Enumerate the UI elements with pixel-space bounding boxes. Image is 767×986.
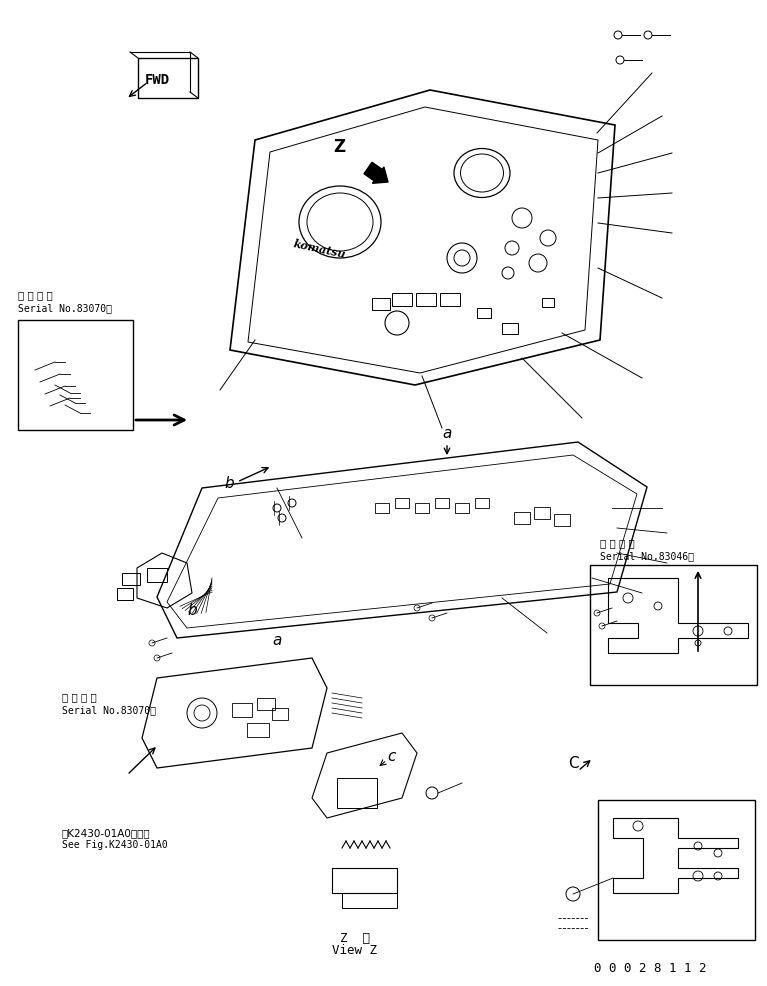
Bar (395, 498, 409, 508)
Bar (18, 320, 133, 430)
Bar (415, 503, 429, 513)
Text: c: c (387, 749, 395, 764)
Text: C: C (568, 756, 578, 771)
Bar (372, 298, 390, 310)
Text: b: b (187, 603, 196, 618)
Bar (232, 703, 252, 717)
Bar (375, 503, 389, 513)
Text: 適 用 号 機: 適 用 号 機 (62, 692, 97, 702)
FancyArrow shape (364, 163, 388, 183)
Bar (147, 568, 167, 582)
Bar (117, 588, 133, 600)
Text: Serial No.83070～: Serial No.83070～ (62, 705, 156, 715)
Text: a: a (272, 633, 281, 648)
Bar (554, 514, 570, 526)
Bar (122, 573, 140, 585)
Text: 適 用 号 機: 適 用 号 機 (600, 538, 635, 548)
Bar (247, 723, 269, 737)
Text: Z: Z (333, 138, 345, 156)
Text: 第K2430-01A0図参照: 第K2430-01A0図参照 (62, 828, 150, 838)
Bar (475, 498, 489, 508)
Bar (542, 298, 554, 307)
Text: 0 0 0 2 8 1 1 2: 0 0 0 2 8 1 1 2 (594, 962, 706, 975)
Text: Serial No.83046～: Serial No.83046～ (600, 551, 694, 561)
Bar (477, 308, 491, 318)
Bar (257, 698, 275, 710)
Bar (514, 512, 530, 524)
Bar (598, 800, 755, 940)
Bar (455, 503, 469, 513)
Text: FWD: FWD (145, 73, 170, 87)
Text: View Z: View Z (333, 944, 377, 956)
Text: b: b (224, 476, 234, 491)
Text: 適 用 号 機: 適 用 号 機 (18, 290, 53, 300)
Bar (534, 507, 550, 519)
Bar (590, 565, 757, 685)
Bar (392, 293, 412, 306)
Bar (440, 293, 460, 306)
Bar (416, 293, 436, 306)
Bar (342, 893, 397, 908)
Bar (272, 708, 288, 720)
Bar (435, 498, 449, 508)
Text: See Fig.K2430-01A0: See Fig.K2430-01A0 (62, 840, 168, 850)
Text: Serial No.83070～: Serial No.83070～ (18, 303, 112, 313)
Bar (502, 323, 518, 334)
Bar (332, 868, 397, 893)
Text: Z  視: Z 視 (340, 932, 370, 945)
Bar (337, 778, 377, 808)
Text: a: a (442, 426, 451, 441)
Text: komatsu: komatsu (292, 238, 347, 260)
